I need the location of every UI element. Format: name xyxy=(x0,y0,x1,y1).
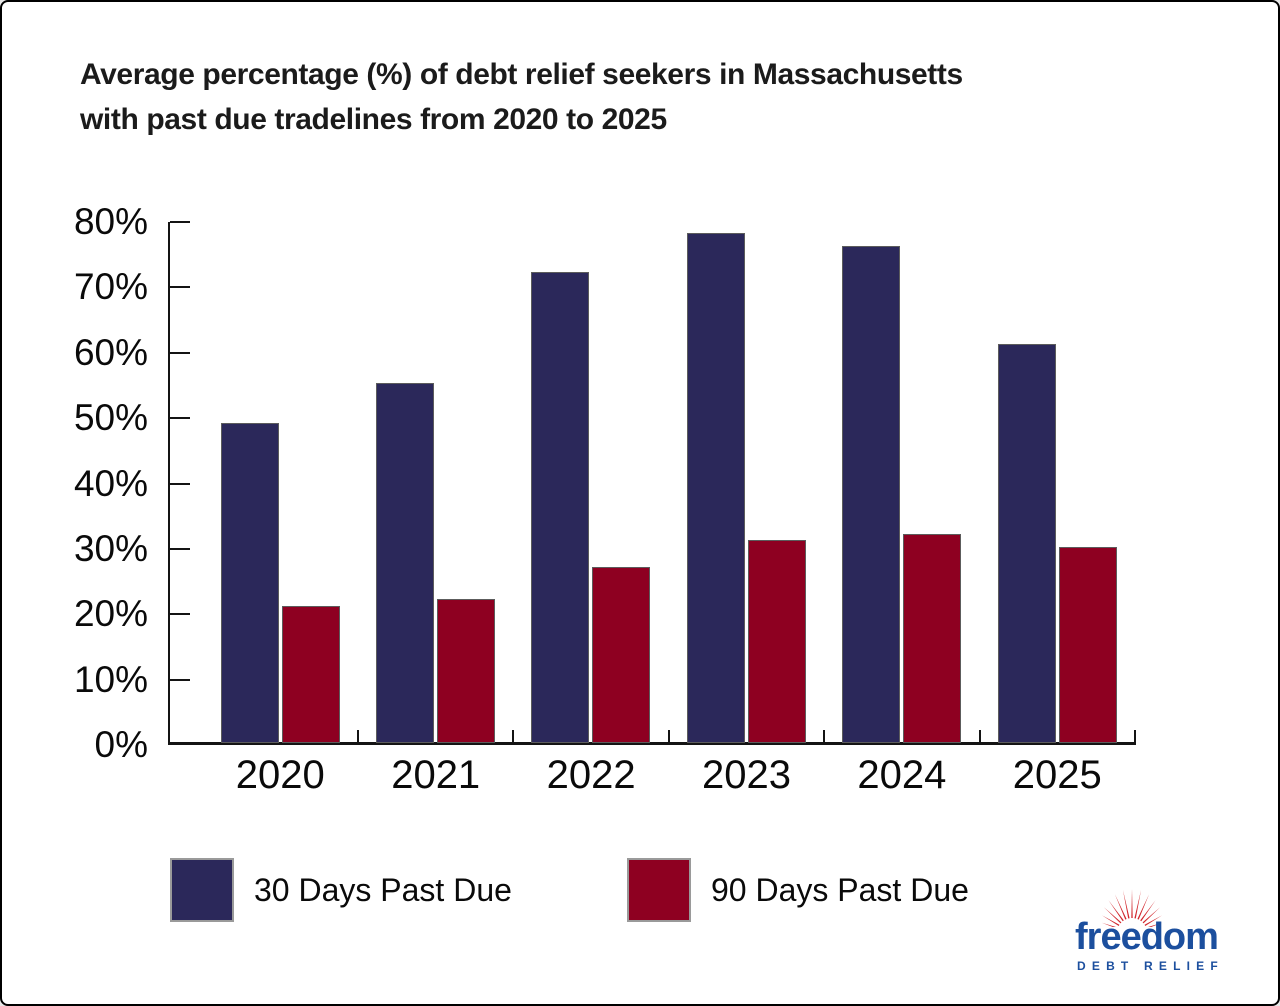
y-axis-line xyxy=(168,222,170,745)
y-tick-80% xyxy=(170,221,190,223)
chart-title: Average percentage (%) of debt relief se… xyxy=(80,52,1200,142)
legend: 30 Days Past Due 90 Days Past Due xyxy=(2,857,1278,923)
y-tick-60% xyxy=(170,351,190,354)
chart-title-line2: with past due tradelines from 2020 to 20… xyxy=(80,103,667,136)
legend-swatch-30-days xyxy=(170,858,234,922)
sun-ray xyxy=(1137,894,1150,920)
y-tick-label-30%: 30% xyxy=(73,527,148,569)
x-category-label-2025: 2025 xyxy=(1012,753,1102,797)
legend-label-30-days: 30 Days Past Due xyxy=(254,871,512,908)
y-tick-40% xyxy=(170,482,190,485)
bar-90-days-2021 xyxy=(437,599,495,743)
x-boundary-tick-4 xyxy=(823,730,826,745)
bar-30-days-2023 xyxy=(686,233,745,743)
x-boundary-tick-5 xyxy=(978,730,981,745)
sun-ray xyxy=(1131,889,1133,918)
sun-ray xyxy=(1108,900,1124,922)
bar-90-days-2020 xyxy=(281,605,340,743)
x-boundary-tick-1 xyxy=(357,730,359,745)
sun-ray xyxy=(1103,907,1122,924)
sun-ray xyxy=(1140,900,1156,922)
sun-ray xyxy=(1123,890,1130,919)
y-tick-label-60%: 60% xyxy=(73,331,148,373)
sun-ray xyxy=(1134,890,1141,919)
logo-sub-text: DEBT RELIEF xyxy=(1077,959,1224,973)
y-tick-50% xyxy=(170,417,190,420)
x-category-label-2023: 2023 xyxy=(702,753,791,797)
bar-chart-plot-area: 0% 10% 20% 30% 40% 50% 60% 70% 80% 2020 2021 2022 20… xyxy=(74,201,1136,797)
y-tick-label-10%: 10% xyxy=(73,658,148,700)
chart-title-line1: Average percentage (%) of debt relief se… xyxy=(80,58,963,91)
sun-ray xyxy=(1101,915,1120,926)
y-tick-10% xyxy=(170,678,190,681)
bar-30-days-2022 xyxy=(531,272,590,743)
legend-item-30-days: 30 Days Past Due xyxy=(170,857,512,923)
x-boundary-tick-3 xyxy=(667,730,670,745)
x-boundary-tick-6 xyxy=(1134,730,1136,745)
legend-label-90-days: 90 Days Past Due xyxy=(711,871,969,908)
sun-ray xyxy=(1144,915,1163,926)
bar-90-days-2024 xyxy=(903,533,962,743)
bar-90-days-2025 xyxy=(1058,546,1117,743)
y-tick-label-20%: 20% xyxy=(73,593,148,635)
y-tick-label-70%: 70% xyxy=(73,266,148,308)
y-tick-label-50%: 50% xyxy=(73,397,148,439)
bar-30-days-2024 xyxy=(842,246,901,743)
bar-90-days-2022 xyxy=(592,566,651,743)
y-tick-label-0%: 0% xyxy=(94,724,148,765)
bar-30-days-2025 xyxy=(997,344,1056,743)
legend-item-90-days: 90 Days Past Due xyxy=(627,857,969,923)
x-category-label-2024: 2024 xyxy=(857,753,947,797)
bar-90-days-2023 xyxy=(747,540,806,743)
sun-ray xyxy=(1142,907,1161,924)
x-boundary-tick-2 xyxy=(512,730,515,745)
bar-30-days-2020 xyxy=(220,422,279,743)
logo-brand-text: freedom xyxy=(1075,916,1219,958)
x-category-label-2021: 2021 xyxy=(391,753,481,797)
bar-30-days-2021 xyxy=(376,383,434,743)
y-tick-30% xyxy=(170,547,190,550)
x-category-label-2022: 2022 xyxy=(546,753,636,797)
legend-swatch-90-days xyxy=(627,858,691,922)
x-axis-line xyxy=(168,742,1135,745)
sunburst-icon xyxy=(1101,889,1163,943)
freedom-debt-relief-logo: freedom DEBT RELIEF xyxy=(1068,871,1238,973)
y-tick-20% xyxy=(170,613,190,616)
y-tick-label-40%: 40% xyxy=(73,462,148,504)
y-tick-70% xyxy=(170,286,190,289)
x-category-label-2020: 2020 xyxy=(235,753,325,797)
y-tick-label-80%: 80% xyxy=(73,201,148,242)
sun-ray xyxy=(1114,894,1127,920)
